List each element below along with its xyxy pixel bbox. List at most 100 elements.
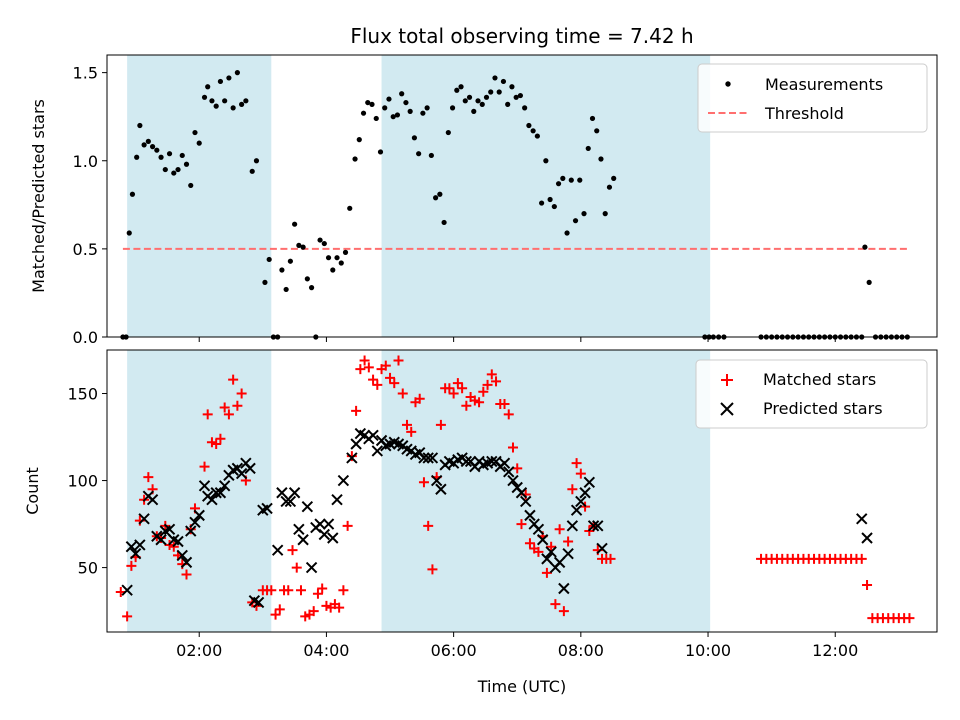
measurement-point [141,142,147,148]
predicted-star-marker [276,487,288,499]
predicted-star-marker [210,487,222,499]
predicted-star-marker [562,547,574,560]
matched-star-marker [338,585,349,596]
matched-star-marker [457,383,468,394]
measurement-point [611,175,617,181]
measurement-point [234,70,240,76]
matched-star-marker [122,611,133,622]
measurement-point [226,75,232,81]
measurement-point [428,152,434,159]
measurement-point [230,105,236,111]
matched-legend-marker [721,374,733,386]
measurement-point [581,211,587,217]
chart-title: Flux total observing time = 7.42 h [350,24,693,48]
x-tick-label: 10:00 [685,641,731,660]
shaded-region [127,55,272,337]
matched-star-marker [393,355,404,366]
legend-label-matched: Matched stars [763,370,876,389]
matched-star-marker [563,536,574,547]
measurement-point [547,196,553,203]
matched-star-marker [236,388,247,399]
bottom-plot-frame [106,349,938,633]
measurement-point [188,182,194,189]
predicted-legend-marker [720,402,734,416]
matched-star-marker [499,398,510,409]
measurement-point [149,144,156,150]
predicted-star-marker [545,546,557,558]
bottom-y-axis-ticks: 50 100 150 [67,385,107,578]
predicted-star-marker [284,495,297,508]
predicted-star-marker [176,549,188,562]
measurement-point [496,89,502,95]
measurement-point [483,94,490,100]
measurement-point [492,75,498,81]
measurement-point [196,140,202,146]
predicted-star-marker [558,582,570,595]
predicted-star-marker [322,518,335,530]
predicted-star-marker [430,474,443,487]
matched-star-marker [202,409,213,420]
predicted-star-marker [579,487,591,499]
measurement-point [526,122,532,129]
predicted-star-marker [129,547,142,560]
top-y-tick-label: 1.0 [73,152,98,171]
predicted-star-marker [346,452,358,464]
matched-star-marker [512,463,523,474]
measurement-point [564,230,570,236]
x-axis-label: Time (UTC) [477,677,566,696]
matched-star-marker [406,426,417,437]
measurement-point [145,138,151,144]
shaded-region [381,55,711,337]
predicted-star-marker [261,502,273,515]
matched-star-marker [312,588,323,599]
matched-star-markers [115,355,915,624]
measurement-point [126,230,132,236]
measurement-point [437,191,443,197]
measurement-point [222,98,228,104]
measurement-point [377,149,384,155]
measurement-point [171,170,177,176]
measurement-point [300,244,306,250]
matched-star-marker [228,374,239,385]
predicted-star-marker [134,539,146,551]
predicted-star-marker [146,493,159,506]
matched-star-marker [533,546,544,557]
measurement-point [513,94,519,100]
matched-star-marker [181,569,192,580]
predicted-star-marker [553,556,566,569]
predicted-star-marker [367,429,379,442]
measurement-point [373,115,379,122]
measurement-point [449,105,456,111]
matched-star-marker [232,400,243,411]
predicted-star-marker [271,544,284,556]
predicted-star-marker [252,596,265,609]
predicted-star-marker [155,534,167,546]
measurement-point [560,175,566,181]
measurement-point [209,98,215,104]
measurement-point [205,84,211,90]
bottom-legend: Matched stars Predicted stars [695,359,928,429]
matched-star-marker [223,409,234,420]
predicted-star-marker [185,525,197,537]
matched-star-marker [546,541,557,552]
measurement-point [466,94,473,100]
measurement-point [555,181,562,187]
matched-star-marker [567,484,578,495]
matched-star-marker [317,583,328,594]
measurement-point [577,177,583,183]
predicted-star-marker [214,487,227,499]
predicted-star-marker [422,452,434,464]
measurement-point [602,211,608,217]
measurement-point [243,98,249,104]
measurement-point [568,177,574,183]
measurement-point [253,158,260,164]
predicted-star-marker [486,455,498,468]
measurement-point [572,218,579,224]
matched-star-marker [856,553,867,564]
top-y-tick-label: 0.5 [73,240,98,259]
matched-star-marker [334,602,345,613]
predicted-star-marker [327,532,339,544]
measurement-point [201,94,208,100]
matched-star-marker [389,378,400,389]
